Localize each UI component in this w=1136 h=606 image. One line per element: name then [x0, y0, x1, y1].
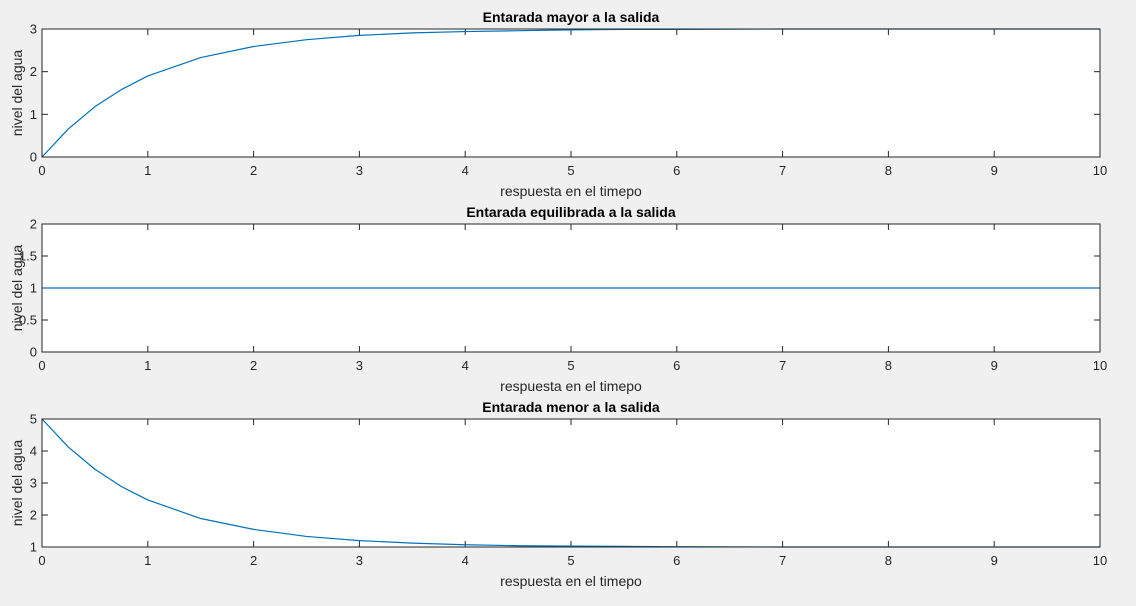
x-axis-label: respuesta en el timepo: [500, 378, 642, 394]
y-tick-label: 1: [30, 540, 37, 555]
y-tick-label: 2: [30, 64, 37, 79]
axes-box: [41, 223, 1101, 353]
y-tick-label: 2: [30, 217, 37, 232]
y-axis-label: nivel del agua: [9, 245, 25, 332]
x-tick-label: 6: [673, 163, 680, 178]
y-tick-label: 3: [30, 476, 37, 491]
x-tick-label: 10: [1093, 553, 1107, 568]
plot-area: [42, 419, 1100, 547]
x-tick-label: 7: [779, 163, 786, 178]
x-tick-label: 2: [250, 553, 257, 568]
y-axis-label: nivel del agua: [9, 50, 25, 137]
x-tick-label: 4: [462, 163, 469, 178]
x-tick-label: 5: [567, 358, 574, 373]
x-tick-label: 4: [462, 553, 469, 568]
x-tick-label: 8: [885, 163, 892, 178]
x-tick-label: 6: [673, 553, 680, 568]
x-tick-label: 8: [885, 553, 892, 568]
x-axis-label: respuesta en el timepo: [500, 573, 642, 589]
x-tick-label: 10: [1093, 358, 1107, 373]
x-tick-label: 2: [250, 163, 257, 178]
x-tick-label: 3: [356, 358, 363, 373]
x-tick-label: 2: [250, 358, 257, 373]
x-axis-label: respuesta en el timepo: [500, 183, 642, 199]
chart-title: Entarada equilibrada a la salida: [466, 204, 676, 220]
y-tick-label: 0: [30, 345, 37, 360]
y-tick-label: 1: [30, 107, 37, 122]
subplot-2: 0 1 2 3 4 5 6 7 8 9 10 0 0.5 1 1.5 2 Entarada equilibrad…: [9, 204, 1107, 394]
axes-box: [41, 418, 1101, 548]
x-tick-label: 1: [144, 358, 151, 373]
x-tick-label: 1: [144, 163, 151, 178]
x-tick-label: 6: [673, 358, 680, 373]
x-tick-label: 10: [1093, 163, 1107, 178]
y-tick-label: 3: [30, 22, 37, 37]
x-tick-label: 7: [779, 553, 786, 568]
y-tick-label: 2: [30, 508, 37, 523]
chart-title: Entarada menor a la salida: [482, 399, 660, 415]
y-tick-label: 1: [30, 281, 37, 296]
x-tick-label: 3: [356, 553, 363, 568]
y-tick-label: 1.5: [19, 249, 37, 264]
x-tick-label: 9: [991, 358, 998, 373]
y-tick-label: 4: [30, 444, 37, 459]
x-tick-label: 5: [567, 553, 574, 568]
x-tick-label: 7: [779, 358, 786, 373]
chart-title: Entarada mayor a la salida: [483, 9, 660, 25]
x-tick-label: 9: [991, 553, 998, 568]
x-tick-label: 0: [38, 163, 45, 178]
y-tick-label: 0.5: [19, 313, 37, 328]
subplot-1: 0 1 2 3 4 5 6 7 8 9 10 0 1 2 3 Entarada mayor a la sali…: [9, 9, 1107, 199]
x-tick-label: 3: [356, 163, 363, 178]
x-tick-label: 0: [38, 358, 45, 373]
x-tick-label: 1: [144, 553, 151, 568]
y-tick-label: 0: [30, 150, 37, 165]
y-axis-label: nivel del agua: [9, 440, 25, 527]
y-tick-label: 5: [30, 412, 37, 427]
x-tick-label: 9: [991, 163, 998, 178]
plot-area: [42, 29, 1100, 157]
axes-box: [41, 28, 1101, 158]
x-tick-label: 8: [885, 358, 892, 373]
x-tick-label: 0: [38, 553, 45, 568]
x-tick-label: 5: [567, 163, 574, 178]
x-tick-label: 4: [462, 358, 469, 373]
